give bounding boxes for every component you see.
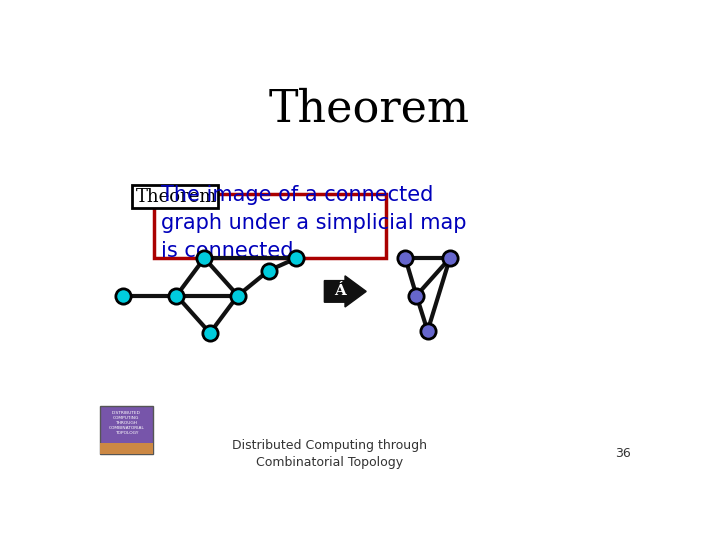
- Text: 36: 36: [615, 447, 631, 460]
- Text: DISTRIBUTED
COMPUTING
THROUGH
COMBINATORIAL
TOPOLOGY: DISTRIBUTED COMPUTING THROUGH COMBINATOR…: [108, 411, 144, 435]
- FancyArrow shape: [324, 276, 366, 307]
- Bar: [100, 406, 153, 454]
- Bar: [154, 194, 386, 258]
- Text: Á: Á: [334, 285, 346, 299]
- Bar: [132, 185, 218, 208]
- Text: The image of a connected
graph under a simplicial map
is connected.: The image of a connected graph under a s…: [161, 185, 467, 261]
- Text: Theorem: Theorem: [269, 87, 469, 130]
- Text: Distributed Computing through
Combinatorial Topology: Distributed Computing through Combinator…: [233, 438, 428, 469]
- Bar: [100, 443, 153, 454]
- Text: Theorem: Theorem: [136, 188, 217, 206]
